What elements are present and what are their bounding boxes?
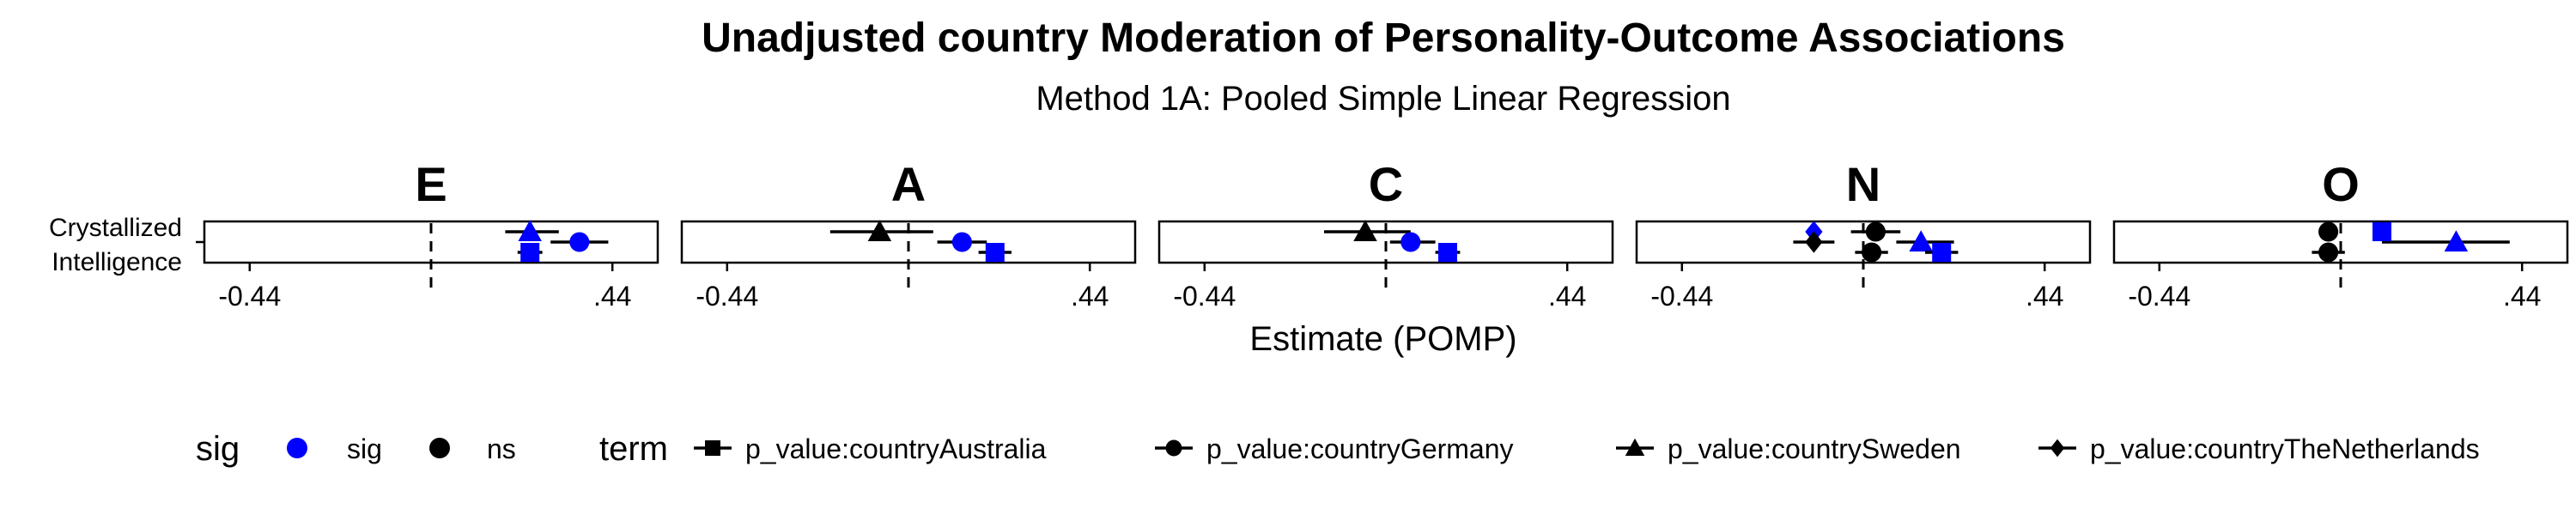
point-circle <box>2318 242 2339 263</box>
facet-panel-E: E -0.44 .44 <box>196 157 659 312</box>
point-circle <box>951 232 972 252</box>
legend-key-diamond <box>2050 439 2065 457</box>
x-tick-label: -0.44 <box>1650 281 1713 312</box>
point-triangle <box>1353 220 1377 241</box>
legend-key-circle <box>1165 439 1182 457</box>
x-tick-label: -0.44 <box>2128 281 2190 312</box>
x-tick-label: .44 <box>2503 281 2541 312</box>
point-triangle <box>1909 230 1933 251</box>
legend-label-ns: ns <box>487 433 516 464</box>
facet-panel-O: O -0.44 .44 <box>2112 157 2569 312</box>
legend: sig sig ns term p_value:countryAustralia p_va… <box>196 430 2480 468</box>
point-square <box>520 243 540 262</box>
point-circle <box>1400 232 1421 252</box>
legend-key-ns <box>429 438 450 458</box>
legend-key-square <box>705 440 720 456</box>
facet-panel-C: C -0.44 .44 <box>1157 157 1614 312</box>
point-circle <box>1865 221 1886 242</box>
x-tick-label: .44 <box>1548 281 1586 312</box>
point-square <box>2372 222 2391 241</box>
x-tick-label: -0.44 <box>696 281 758 312</box>
facet-label: O <box>2322 157 2360 211</box>
chart-title: Unadjusted country Moderation of Persona… <box>702 15 2065 61</box>
point-square <box>1932 243 1952 262</box>
x-tick-label: .44 <box>1071 281 1109 312</box>
facet-label: A <box>891 157 926 211</box>
point-diamond <box>1805 231 1823 253</box>
point-triangle <box>2444 230 2469 251</box>
point-circle <box>2318 221 2339 242</box>
point-triangle <box>867 220 892 241</box>
chart-subtitle: Method 1A: Pooled Simple Linear Regressi… <box>1036 80 1730 118</box>
legend-title-sig: sig <box>196 430 240 468</box>
legend-label-term: p_value:countryGermany <box>1206 433 1514 464</box>
facet-panel-N: N -0.44 .44 <box>1635 157 2092 312</box>
legend-key-sig <box>287 438 307 458</box>
point-circle <box>1862 242 1882 263</box>
legend-label-sig: sig <box>347 433 382 464</box>
facet-panel-A: A -0.44 .44 <box>680 157 1137 312</box>
x-tick-label: .44 <box>2026 281 2063 312</box>
legend-label-term: p_value:countrySweden <box>1668 433 1961 464</box>
x-tick-label: -0.44 <box>1173 281 1236 312</box>
y-category-label-line2: Intelligence <box>52 248 182 276</box>
point-square <box>985 243 1005 262</box>
facet-label: N <box>1846 157 1880 211</box>
x-axis-title: Estimate (POMP) <box>1249 320 1516 358</box>
x-tick-label: -0.44 <box>218 281 281 312</box>
legend-title-term: term <box>599 430 668 468</box>
point-square <box>1438 243 1457 262</box>
y-category-label-line1: Crystallized <box>49 214 182 242</box>
point-circle <box>569 232 590 252</box>
facet-panels: E -0.44 .44 A -0.44 .44 C -0.44 .44 N -0.44 .44 O -0.… <box>196 157 2569 312</box>
legend-key-triangle <box>1625 438 1645 456</box>
point-triangle <box>518 220 542 241</box>
facet-label: C <box>1369 157 1403 211</box>
x-tick-label: .44 <box>593 281 631 312</box>
legend-label-term: p_value:countryTheNetherlands <box>2090 433 2480 464</box>
legend-label-term: p_value:countryAustralia <box>745 433 1047 464</box>
facet-label: E <box>415 157 447 211</box>
